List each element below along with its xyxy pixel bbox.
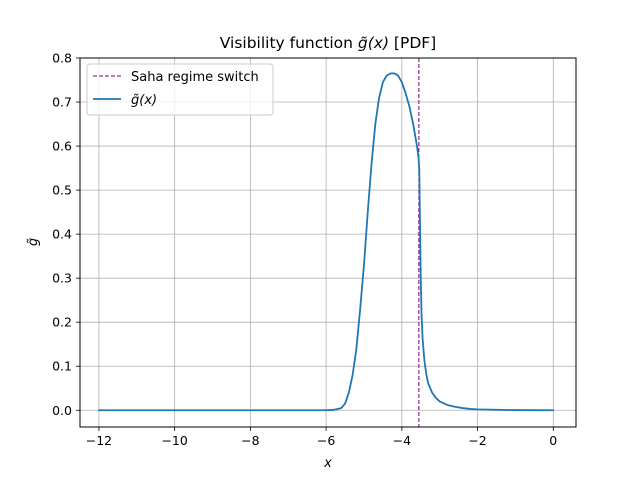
- x-tick-label: −10: [161, 433, 187, 448]
- y-axis-ticks: 0.0 0.1 0.2 0.3 0.4 0.5 0.6 0.7 0.8: [52, 51, 80, 418]
- x-tick-label: −4: [393, 433, 411, 448]
- x-axis-ticks: −12 −10 −8 −6 −4 −2 0: [86, 427, 557, 448]
- chart-title-prefix: Visibility function: [220, 34, 358, 52]
- y-tick-label: 0.4: [52, 227, 72, 242]
- series-line-visibility: [98, 72, 555, 412]
- x-axis-label: x: [323, 456, 332, 471]
- x-tick-label: 0: [549, 433, 557, 448]
- chart-title-math: g̃(x): [358, 34, 389, 52]
- legend-series-label: g̃(x): [131, 93, 157, 108]
- series-layer: [98, 72, 555, 412]
- x-tick-label: −12: [86, 433, 112, 448]
- legend: Saha regime switch g̃(x): [86, 63, 274, 116]
- legend-box: [86, 63, 274, 116]
- x-tick-label: −8: [241, 433, 259, 448]
- y-tick-label: 0.5: [52, 183, 72, 198]
- y-axis-label: g̃: [26, 238, 41, 246]
- x-tick-label: −2: [468, 433, 486, 448]
- y-tick-label: 0.1: [52, 359, 72, 374]
- y-tick-label: 0.6: [52, 139, 72, 154]
- y-tick-label: 0.8: [52, 51, 72, 66]
- y-tick-label: 0.0: [52, 403, 72, 418]
- plot-frame: [79, 57, 577, 428]
- legend-vline-label: Saha regime switch: [131, 70, 259, 85]
- y-tick-label: 0.3: [52, 271, 72, 286]
- chart-title-suffix: [PDF]: [389, 34, 436, 52]
- y-tick-label: 0.2: [52, 315, 72, 330]
- chart-title: Visibility function g̃(x) [PDF]: [220, 34, 436, 52]
- y-tick-label: 0.7: [52, 95, 72, 110]
- x-tick-label: −6: [317, 433, 335, 448]
